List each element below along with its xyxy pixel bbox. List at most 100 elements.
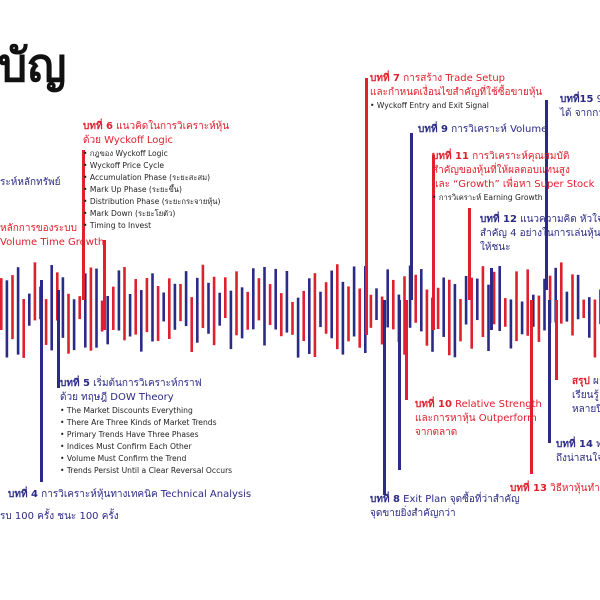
wave-bar	[123, 267, 126, 341]
wave-bar	[492, 271, 496, 325]
chapter-line: บทที่15 9	[560, 93, 600, 107]
chapter-text: 9	[596, 94, 600, 105]
wave-bar	[224, 277, 227, 319]
wave-bar	[285, 271, 289, 333]
wave-bar	[168, 278, 171, 340]
wave-bar	[555, 300, 558, 380]
wave-bar	[554, 267, 557, 323]
chapter: บทที่ 14 ทำไมหุ้ถึงน่าสนใจ Wh	[556, 438, 600, 466]
wave-bar	[268, 284, 272, 325]
wave-bar	[106, 295, 109, 345]
chapter-line: จุดขายยิ่งสำคัญกว่า	[370, 507, 520, 521]
wave-bar	[526, 269, 529, 336]
wave-bar	[414, 274, 417, 323]
wave-bar	[313, 273, 317, 357]
chapter-text: วิธีหาหุ้นทำการ	[550, 483, 600, 494]
wave-bar	[576, 274, 580, 320]
bullet: Mark Down (ระยะโยตัว)	[83, 208, 229, 220]
bullet: Indices Must Confirm Each Other	[60, 441, 232, 453]
wave-bar	[212, 276, 216, 346]
chapter-line: ถึงน่าสนใจ Wh	[556, 452, 600, 466]
wave-bar	[128, 293, 132, 337]
chapter-label: สรุป	[572, 376, 590, 387]
wave-bar	[196, 277, 199, 343]
wave-bar	[386, 269, 389, 328]
wave-bar	[235, 271, 238, 336]
wave-bar	[530, 300, 533, 474]
wave-bar	[476, 278, 479, 321]
wave-bar	[358, 288, 361, 348]
wave-bar	[593, 299, 597, 358]
chapter: บทที่ 13 วิธีหาหุ้นทำการ	[510, 482, 600, 496]
wave-bar	[347, 286, 350, 342]
chapter-text: การวิเคราะห์คุณสมบัติ	[472, 151, 570, 162]
chapter-text: Volume Time Growth	[0, 237, 105, 248]
bullet: There Are Three Kinds of Market Trends	[60, 417, 232, 429]
chapter-line: บทที่ 7 การสร้าง Trade Setup	[370, 72, 542, 86]
wave-bar	[280, 293, 283, 337]
chapter-text: ถึงน่าสนใจ Wh	[556, 453, 600, 464]
chapter-line: บทที่ 9 การวิเคราะห์ Volume	[418, 123, 547, 137]
bullet: Timing to Invest	[83, 220, 229, 232]
bullet: Wyckoff Entry and Exit Signal	[370, 100, 542, 112]
wave-bar	[100, 300, 104, 332]
bullet: Volume Must Confirm the Trend	[60, 453, 232, 465]
wave-bar	[487, 284, 490, 352]
chapter-line: และกำหนดเงื่อนไขสำคัญที่ใช้ซื้อขายหุ้น	[370, 86, 542, 100]
wave-bar	[403, 276, 406, 355]
wave-bar	[324, 282, 328, 334]
wave-bar	[459, 299, 462, 342]
chapter: บทที่ 10 Relative Strength และการหาหุ้น O…	[415, 398, 542, 440]
wave-bar	[240, 287, 244, 339]
chapter-text: ผล	[593, 376, 600, 387]
wave-bar	[504, 298, 507, 327]
wave-bar	[560, 262, 563, 324]
chapter-text: เรียนรู้ จ	[572, 390, 600, 401]
wave-bar	[453, 284, 457, 358]
chapter-text: ระห์หลักทรัพย์	[0, 177, 61, 188]
chapter-label: บทที่ 12	[480, 214, 517, 225]
wave-bar	[365, 78, 368, 335]
chapter-line: หลายปี	[572, 403, 600, 417]
chapter-text: ด้วย Wyckoff Logic	[83, 135, 174, 146]
wave-bar	[571, 274, 574, 336]
chapter-text: และกำหนดเงื่อนไขสำคัญที่ใช้ซื้อขายหุ้น	[370, 87, 543, 98]
bullet: Mark Up Phase (ระยะขึ้น)	[83, 184, 229, 196]
chapter-text: การสร้าง Trade Setup	[403, 73, 506, 84]
wave-bar	[392, 279, 395, 330]
chapter-line: บทที่ 13 วิธีหาหุ้นทำการ	[510, 482, 600, 496]
chapter: ระห์หลักทรัพย์	[0, 176, 61, 190]
chapter: บทที่ 7 การสร้าง Trade Setup และกำหนดเงื่…	[370, 72, 542, 112]
wave-bar	[543, 278, 546, 331]
wave-bar	[162, 292, 165, 322]
wave-bar	[425, 289, 429, 346]
wave-bar	[173, 283, 177, 330]
bullet: Trends Persist Until a Clear Reversal Oc…	[60, 465, 232, 477]
chapter-text: หลักการของระบบ	[0, 223, 77, 234]
chapter-text: Exit Plan จุดซื้อที่ว่าสำคัญ	[403, 494, 520, 505]
wave-bar	[145, 277, 149, 333]
chapter-line: บทที่ 5 เริ่มต้นการวิเคราะห์กราฟ	[60, 377, 232, 391]
chapter: บทที่ 4 การวิเคราะห์หุ้นทางเทคนิค Techni…	[8, 488, 251, 502]
wave-bar	[33, 262, 37, 321]
wave-bar	[89, 267, 93, 351]
wave-bar	[246, 291, 249, 330]
chapter: บทที่ 8 Exit Plan จุดซื้อที่ว่าสำคัญ จุดข…	[370, 493, 520, 521]
wave-bar	[588, 297, 591, 338]
wave-bar	[84, 273, 87, 348]
chapter-line: และ “Growth” เพื่อหา Super Stock	[432, 178, 594, 192]
chapter-text: และ “Growth” เพื่อหา Super Stock	[432, 179, 595, 190]
wave-bar	[302, 290, 305, 342]
chapter-line: บทที่ 10 Relative Strength	[415, 398, 542, 412]
chapter-label: บทที่ 5	[60, 378, 90, 389]
chapter-text: การวิเคราะห์ Volume	[451, 124, 548, 135]
chapter: บทที่ 5 เริ่มต้นการวิเคราะห์กราฟ ด้วย ทฤษ…	[60, 377, 232, 477]
chapter-text: จากตลาด	[415, 427, 458, 438]
chapter-line: สำคัญ 4 อย่างในการเล่นหุ้น	[480, 227, 600, 241]
wave-bar	[201, 264, 205, 328]
chapter-text: Relative Strength	[455, 399, 542, 410]
wave-bar	[44, 299, 48, 345]
wave-bar	[274, 268, 277, 330]
wave-bar	[405, 300, 408, 400]
